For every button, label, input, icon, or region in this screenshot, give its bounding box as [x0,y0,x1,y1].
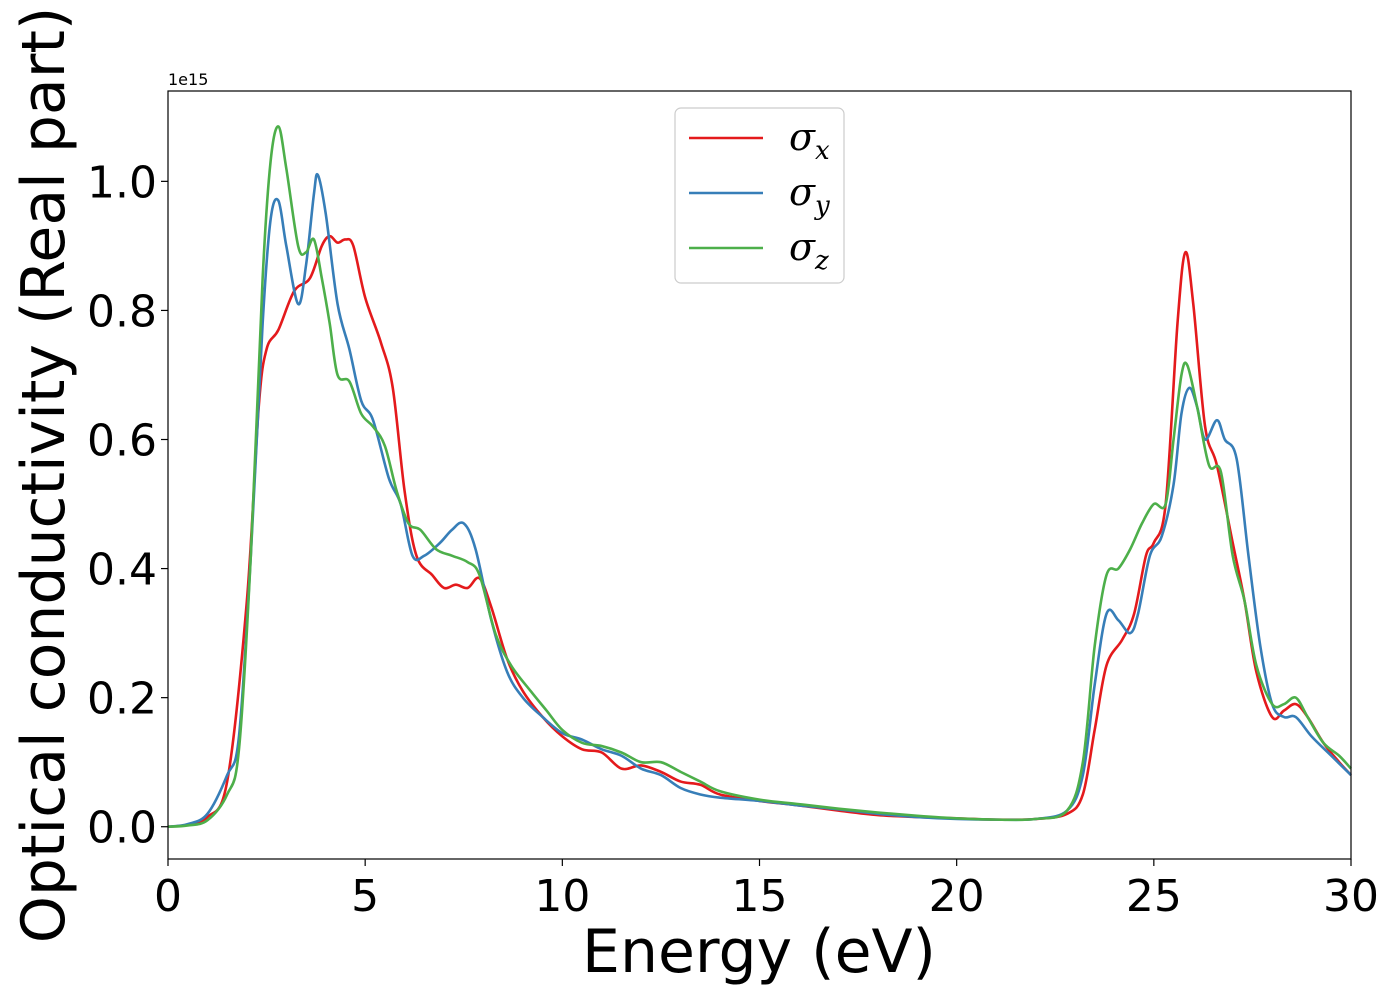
legend-label-y: σy [789,170,830,221]
ticks-layer: 0 5 10 15 20 25 30 0.0 0.2 0.4 0.6 0.8 1.0 [87,157,1379,922]
y-tick-label: 0.4 [87,545,157,596]
y-tick-label: 0.2 [87,674,157,725]
x-tick-label: 25 [1126,871,1182,922]
x-axis-title: Energy (eV) [582,917,936,987]
x-tick-label: 15 [732,871,788,922]
y-tick-label: 0.6 [87,416,157,467]
legend-label-x: σx [789,115,830,166]
x-tick-label: 20 [929,871,985,922]
legend-box [674,107,845,284]
y-tick-label: 1.0 [87,157,157,208]
series-layer [167,125,1352,829]
y-offset-text: 1e15 [168,70,208,89]
y-tick-label: 0.8 [87,286,157,337]
x-tick-label: 5 [351,871,379,922]
series-line-z [167,125,1352,829]
x-tick-label: 30 [1323,871,1379,922]
legend-label-z: σz [789,225,829,276]
y-axis-title: Optical conductivity (Real part) [9,7,79,944]
x-tick-label: 10 [534,871,590,922]
y-tick-label: 0.0 [87,803,157,854]
x-tick-label: 0 [154,871,182,922]
